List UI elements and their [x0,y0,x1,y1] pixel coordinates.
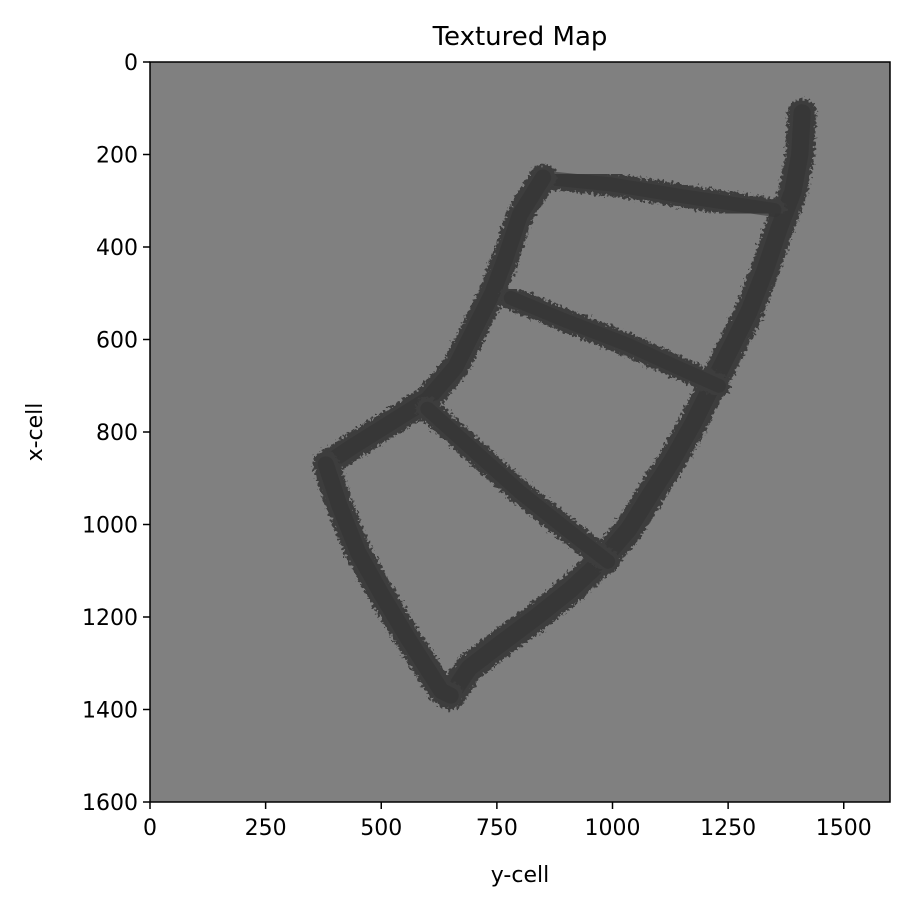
corridor-core-top-edge [536,170,782,217]
x-tick-label: 500 [360,816,402,841]
y-axis: 0 200 400 600 800 1000 1200 1400 1600 [82,51,150,816]
y-tick-label: 1400 [82,699,138,724]
y-tick-label: 1000 [82,514,138,539]
corridor-core-outer-right-arc [442,104,811,705]
corridor-core-middle-upper-rung [503,290,726,393]
x-tick-label: 0 [143,816,157,841]
plot-background [150,62,890,802]
y-tick-label: 1200 [82,606,138,631]
y-tick-label: 200 [96,144,138,169]
y-axis-title: x-cell [23,403,48,462]
x-axis: 0 250 500 750 1000 1250 1500 [143,802,872,841]
corridor-core-left-upper-edge [317,169,552,473]
chart-title: Textured Map [432,22,608,52]
y-tick-label: 0 [124,51,138,76]
x-tick-label: 1000 [585,816,641,841]
x-axis-title: y-cell [491,863,549,888]
corridor-core-left-lower-edge [317,456,459,704]
y-tick-label: 800 [96,421,138,446]
map-corridors [312,98,817,710]
y-tick-label: 400 [96,236,138,261]
x-tick-label: 1250 [700,816,756,841]
x-tick-label: 1500 [816,816,872,841]
y-tick-label: 1600 [82,791,138,816]
y-tick-label: 600 [96,329,138,354]
x-tick-label: 750 [476,816,518,841]
x-tick-label: 250 [245,816,287,841]
corridor-core-middle-lower-rung [420,401,616,569]
